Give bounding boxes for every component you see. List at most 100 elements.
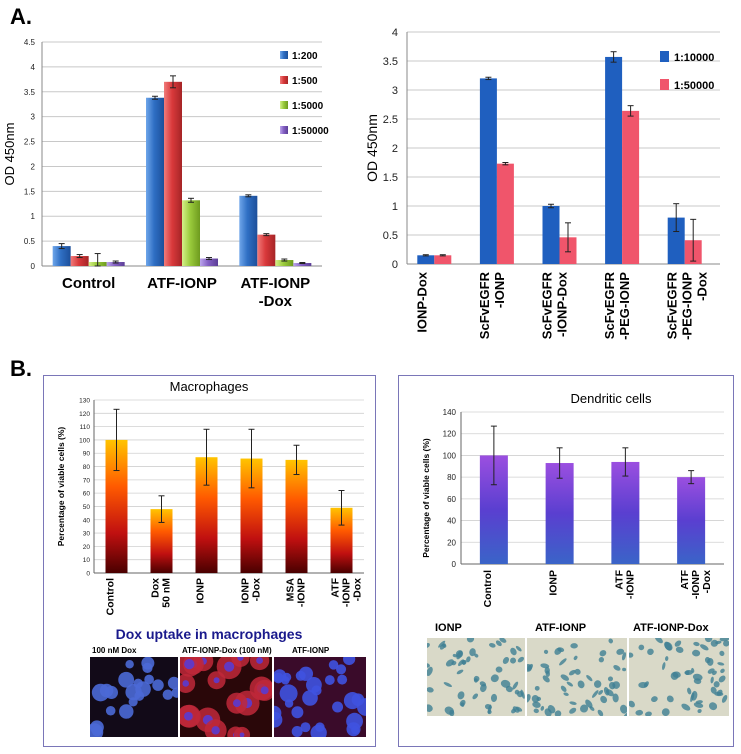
x-tick-label: ATF-IONP xyxy=(147,275,217,292)
bar xyxy=(611,461,640,564)
x-tick-label: -IONP-Dox xyxy=(555,271,570,337)
stained-cell xyxy=(715,640,722,645)
stained-cell xyxy=(466,656,471,663)
cell-nucleus xyxy=(324,675,335,685)
y-tick-label: 30 xyxy=(83,531,91,538)
stained-cell xyxy=(500,679,511,688)
x-tick-label: Control xyxy=(482,570,494,607)
stained-cell xyxy=(645,711,652,716)
cell-nucleus xyxy=(306,677,322,693)
stained-cell xyxy=(692,649,701,657)
cell-nucleus xyxy=(237,657,244,661)
stained-cell xyxy=(487,704,492,714)
cell-nucleus xyxy=(211,726,220,735)
stained-cell xyxy=(466,638,475,643)
y-tick-label: 100 xyxy=(79,437,90,444)
stained-cell xyxy=(598,657,605,663)
stained-cell xyxy=(613,665,621,671)
y-tick-label: 40 xyxy=(447,517,456,526)
y-tick-label: 2 xyxy=(392,143,398,155)
stained-cell xyxy=(540,663,550,669)
cell-nucleus xyxy=(300,722,311,733)
y-tick-label: 0 xyxy=(392,259,398,271)
stained-cell xyxy=(451,660,457,666)
stained-cell xyxy=(719,638,729,642)
chart-title: Macrophages xyxy=(170,379,249,394)
stained-cell xyxy=(693,641,700,647)
stained-cell xyxy=(605,689,614,697)
stained-cell xyxy=(577,680,585,689)
x-tick-label: -IONP xyxy=(624,570,636,599)
stained-cell xyxy=(490,674,499,683)
stained-cell xyxy=(593,680,602,688)
stained-cell xyxy=(670,672,679,680)
bar xyxy=(146,97,164,266)
stained-cell xyxy=(586,675,593,682)
stained-cell xyxy=(654,638,663,644)
bar xyxy=(182,200,200,266)
stained-cell xyxy=(456,669,464,675)
stained-cell xyxy=(566,681,574,687)
stained-cell xyxy=(691,667,695,673)
bar xyxy=(677,477,706,564)
cell-nucleus xyxy=(291,726,303,737)
x-tick-label: -Dox xyxy=(701,570,713,593)
bar xyxy=(417,255,435,264)
legend-swatch xyxy=(280,126,288,134)
stained-cell xyxy=(427,663,430,668)
micrograph-dox-100nm xyxy=(90,657,178,737)
stained-cell xyxy=(502,656,510,664)
stained-cell xyxy=(708,702,718,711)
y-tick-label: 50 xyxy=(83,504,91,511)
cell-nucleus xyxy=(336,664,347,675)
stained-cell xyxy=(473,678,478,683)
y-tick-label: 110 xyxy=(80,424,91,431)
stained-cell xyxy=(675,646,684,653)
stained-cell xyxy=(599,650,607,657)
legend-label: 1:50000 xyxy=(292,126,329,137)
legend-label: 1:5000 xyxy=(292,101,324,112)
bar xyxy=(285,459,308,573)
y-tick-label: 100 xyxy=(443,451,457,460)
stained-cell xyxy=(559,658,567,666)
stained-cell xyxy=(495,666,503,673)
x-tick-label: IONP-Dox xyxy=(414,271,429,332)
x-tick-label: -IONP xyxy=(690,570,702,599)
y-tick-label: 120 xyxy=(79,411,90,418)
stained-cell xyxy=(622,711,627,716)
x-tick-label: ScFvEGFR xyxy=(665,271,680,339)
x-tick-label: IONP xyxy=(548,570,560,596)
bar xyxy=(70,256,89,266)
stained-cell xyxy=(710,639,719,647)
cell-body xyxy=(233,726,251,737)
stained-cell xyxy=(716,689,723,696)
stained-cell xyxy=(664,641,672,651)
chart-atf-ionp-od: 0 0.5 1 1.5 2 2.5 3 3.5 4 4.5 OD 450nm Control ATF-I… xyxy=(2,38,329,310)
legend-label: 1:200 xyxy=(292,51,318,62)
stained-cell xyxy=(700,644,709,651)
stained-cell xyxy=(512,681,519,690)
stained-cell xyxy=(681,703,691,711)
cell-nucleus xyxy=(328,660,339,670)
stained-cell xyxy=(638,644,645,651)
stained-cell xyxy=(460,702,465,707)
x-tick-label: 50 nM xyxy=(161,578,173,608)
x-tick-label: ScFvEGFR xyxy=(540,271,555,339)
chart-macrophages-viability: Macrophages 0 10 20 30 40 50 60 70 80 90 100 110 120 1… xyxy=(56,379,364,615)
cell-nucleus xyxy=(91,725,103,737)
stained-cell xyxy=(608,638,614,644)
x-tick-label: IONP xyxy=(195,578,207,604)
stained-cell xyxy=(569,707,577,714)
stained-cell xyxy=(427,666,433,676)
cell-nucleus xyxy=(302,690,318,706)
stained-cell xyxy=(629,652,634,658)
cell-nucleus xyxy=(343,692,361,710)
stained-cell xyxy=(474,653,479,658)
macrophages-panel: Macrophages 0 10 20 30 40 50 60 70 80 90 100 110 120 1… xyxy=(43,375,376,747)
micrograph-atf-ionp xyxy=(274,657,366,737)
bar xyxy=(667,217,685,264)
bar xyxy=(496,163,514,264)
x-tick-label: MSA xyxy=(285,578,297,602)
cell-nucleus xyxy=(167,676,178,690)
y-tick-label: 4.5 xyxy=(24,38,36,47)
